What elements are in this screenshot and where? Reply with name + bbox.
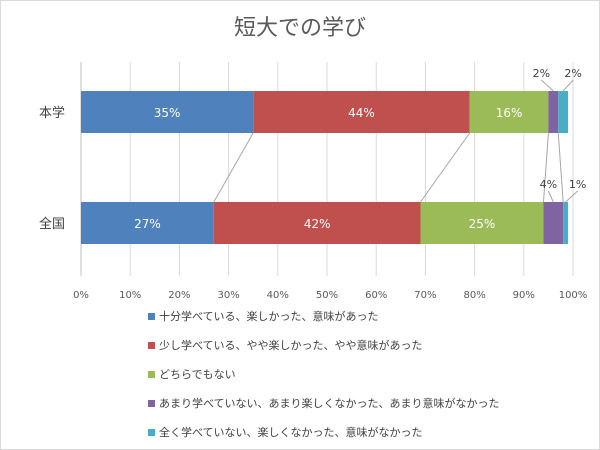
- bar-segment: [81, 202, 214, 244]
- leader-line: [540, 79, 554, 92]
- bar-segment: [543, 202, 564, 244]
- series-line: [213, 132, 254, 203]
- data-label: 1%: [569, 178, 586, 191]
- legend-swatch: [148, 341, 155, 349]
- data-label: 27%: [134, 217, 161, 231]
- bar-segment: [548, 91, 559, 133]
- data-label: 42%: [304, 217, 331, 231]
- leader-line: [562, 79, 574, 92]
- legend-swatch: [148, 428, 155, 436]
- legend-item: あまり学べていない、あまり楽しくなかった、あまり意味がなかった: [148, 395, 500, 411]
- bar-segment: [253, 91, 470, 133]
- data-label: 16%: [496, 106, 523, 120]
- bar-segment: [420, 202, 544, 244]
- data-label: 2%: [564, 67, 581, 80]
- legend-item: 少し学べている、やや楽しかった、やや意味があった: [148, 337, 423, 353]
- x-tick-label: 40%: [267, 290, 289, 301]
- legend-swatch: [148, 399, 155, 407]
- x-tick-label: 100%: [559, 290, 588, 301]
- x-tick-label: 50%: [316, 290, 338, 301]
- category-label: 本学: [39, 105, 65, 121]
- series-line: [420, 132, 471, 203]
- bar-segment: [558, 91, 569, 133]
- legend-item: どちらでもない: [148, 366, 236, 382]
- category-label: 全国: [39, 216, 65, 232]
- bar-segment: [563, 202, 569, 244]
- legend-label: 十分学べている、楽しかった、意味があった: [159, 310, 379, 323]
- x-tick-label: 10%: [119, 290, 141, 301]
- x-tick-label: 70%: [414, 290, 436, 301]
- leader-line: [565, 190, 578, 203]
- legend-label: あまり学べていない、あまり楽しくなかった、あまり意味がなかった: [159, 397, 500, 410]
- legend-label: 全く学べていない、楽しくなかった、意味がなかった: [159, 426, 423, 439]
- x-tick-label: 60%: [365, 290, 387, 301]
- leader-line: [547, 190, 554, 203]
- legend-label: 少し学べている、やや楽しかった、やや意味があった: [159, 339, 423, 352]
- x-tick-label: 20%: [168, 290, 190, 301]
- x-tick-label: 0%: [73, 290, 89, 301]
- data-label: 2%: [533, 67, 550, 80]
- x-tick-label: 90%: [513, 290, 535, 301]
- chart-title: 短大での学び: [233, 16, 366, 41]
- legend-item: 全く学べていない、楽しくなかった、意味がなかった: [148, 424, 423, 440]
- legend-swatch: [148, 312, 155, 320]
- data-label: 44%: [348, 106, 375, 120]
- series-line: [557, 132, 564, 203]
- legend-item: 十分学べている、楽しかった、意味があった: [148, 308, 379, 324]
- bar-segment: [213, 202, 421, 244]
- bar-segment: [469, 91, 549, 133]
- legend-label: どちらでもない: [159, 368, 236, 381]
- data-label: 4%: [540, 178, 557, 191]
- data-label: 25%: [469, 217, 496, 231]
- bar-segment: [81, 91, 254, 133]
- x-tick-label: 30%: [217, 290, 239, 301]
- data-label: 35%: [154, 106, 181, 120]
- x-tick-label: 80%: [463, 290, 485, 301]
- series-line: [542, 132, 549, 203]
- legend-swatch: [148, 370, 155, 378]
